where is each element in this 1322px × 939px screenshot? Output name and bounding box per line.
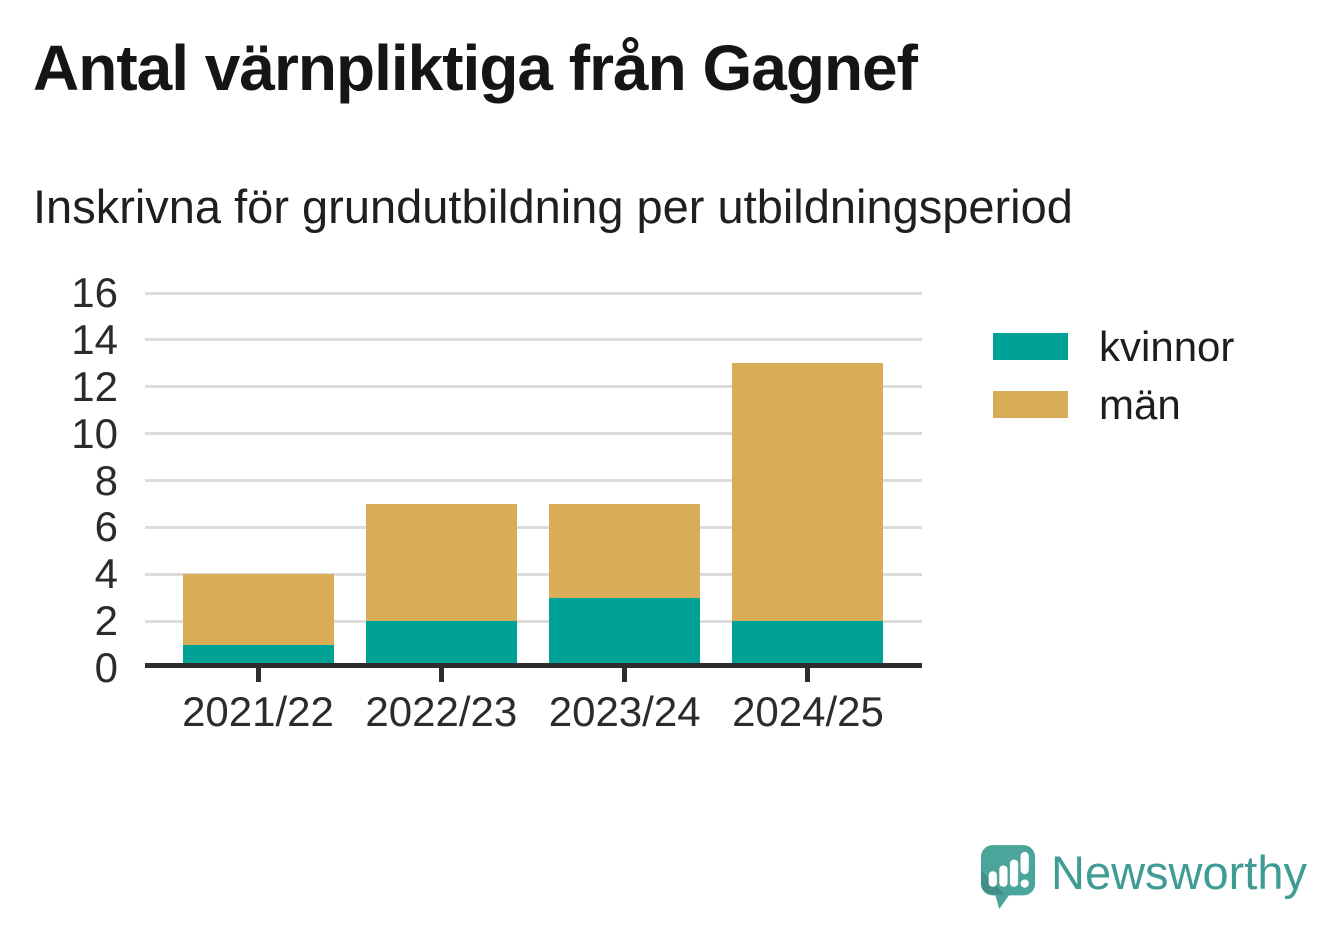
gridline [145,525,922,529]
bar-segment-män [732,363,884,622]
x-tick-label: 2023/24 [548,688,701,735]
bar-segment-män [365,503,517,622]
y-tick-label: 6 [94,503,118,551]
newsworthy-logo-icon [980,845,1036,909]
x-tick-label: 2022/23 [365,688,518,735]
logo-bar-medium [999,865,1008,887]
gridline [145,291,922,295]
gridline [145,338,922,342]
chart-title: Antal värnpliktiga från Gagnef [33,32,918,104]
y-tick-label: 2 [94,597,118,645]
legend-item: kvinnor [993,323,1235,370]
bar-segment-män [549,503,701,598]
x-tick-label: 2024/25 [732,688,884,735]
x-tick [438,668,444,682]
logo-exclamation-dot [1020,879,1029,888]
bar-segment-män [182,574,334,645]
logo-bar-tall [1009,859,1019,887]
y-tick-label: 16 [71,269,118,316]
gridline [145,572,922,576]
y-tick-label: 10 [71,409,118,457]
bar-segment-kvinnor [549,597,701,668]
brand-name: Newsworthy [1051,846,1307,899]
x-axis-line [145,663,922,668]
bar-segment-kvinnor [732,621,884,668]
legend-swatch-kvinnor [993,333,1068,360]
logo-exclamation-stem [1020,851,1029,875]
y-tick-label: 0 [94,644,118,691]
bar-segment-kvinnor [182,644,334,668]
x-tick [255,668,261,682]
x-tick [805,668,811,682]
y-tick-label: 12 [71,362,118,410]
legend-label: kvinnor [1099,323,1235,370]
legend-item: män [993,380,1181,428]
logo-bar-small [988,871,997,887]
gridline [145,479,922,482]
gridline [145,432,922,436]
y-tick-label: 8 [94,456,118,504]
chart-subtitle: Inskrivna för grundutbildning per utbild… [33,180,1073,233]
x-tick-label: 2021/22 [182,688,334,735]
legend-swatch-män [993,390,1068,418]
y-tick-label: 14 [71,315,118,363]
bar-segment-kvinnor [365,621,517,668]
footer-branding: Newsworthy [979,843,1307,913]
y-tick-label: 4 [94,550,118,598]
gridline [145,619,922,623]
x-tick [622,668,628,682]
gridline [145,385,922,389]
legend-label: män [1099,380,1181,428]
